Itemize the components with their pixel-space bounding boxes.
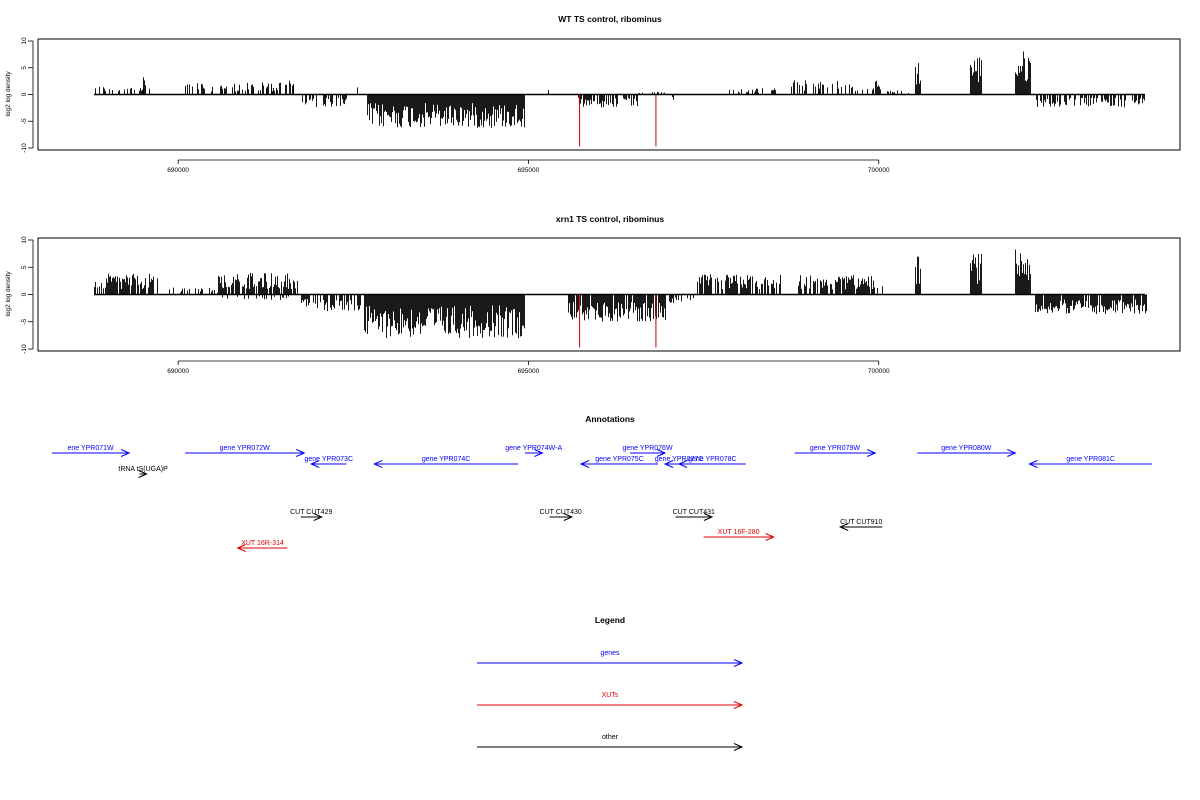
- other-arrow-head: [313, 513, 323, 521]
- xrn1-panel-title: xrn1 TS control, ribominus: [556, 214, 664, 224]
- gene-arrow-head: [677, 460, 688, 468]
- xut-label: XUT 16F-280: [718, 529, 760, 536]
- gene-label: gene YPR072W: [220, 445, 270, 452]
- y-tick-label: -5: [21, 118, 28, 124]
- legend-label: other: [602, 734, 619, 741]
- gene-arrow-head: [534, 449, 544, 457]
- legend-arrow-head: [733, 701, 744, 709]
- y-tick-label: -10: [21, 344, 28, 354]
- legend-label: genes: [600, 650, 620, 657]
- gene-label: gene YPR077C: [655, 456, 704, 463]
- gene-arrow-head: [579, 460, 590, 468]
- y-tick-label: 5: [21, 66, 28, 70]
- xut-arrow-head: [765, 533, 775, 541]
- annotations-panel: Annotations ene YPR071W gene YPR072W gene …: [52, 414, 1152, 552]
- other-label: CUT CUT429: [290, 509, 332, 516]
- plot-frame: [37, 38, 1181, 151]
- plot-frame: [37, 237, 1181, 352]
- y-tick-label: -5: [21, 318, 28, 324]
- xut-arrow-head: [236, 544, 246, 552]
- gene-arrow-head: [1007, 449, 1017, 457]
- y-tick-label: 0: [21, 292, 28, 296]
- gene-arrow-head: [309, 460, 320, 468]
- y-tick-label: 10: [21, 37, 28, 45]
- y-tick-label: 5: [21, 265, 28, 269]
- xrn1-y-axis-label: log2 log density: [5, 271, 12, 317]
- other-arrow-head: [703, 513, 714, 521]
- gene-arrow-head: [296, 449, 306, 457]
- gene-label: gene YPR081C: [1066, 456, 1115, 463]
- x-tick-label: 700000: [868, 167, 890, 174]
- annotations-title: Annotations: [585, 414, 635, 424]
- wt-y-axis-label: log2 log density: [5, 71, 12, 117]
- gene-arrow-head: [120, 449, 131, 457]
- y-tick-label: -10: [21, 143, 28, 153]
- gene-label: gene YPR073C: [304, 456, 353, 463]
- gene-arrow-head: [656, 449, 667, 457]
- legend-arrow-head: [733, 659, 744, 667]
- legend-arrow-head: [733, 743, 744, 751]
- x-tick-label: 695000: [518, 167, 540, 174]
- xrn1-coverage-panel: xrn1 TS control, ribominus log2 log dens…: [5, 214, 1181, 375]
- x-tick-label: 695000: [518, 368, 540, 375]
- other-label: CUT CUT431: [673, 509, 715, 516]
- y-tick-label: 10: [21, 236, 28, 244]
- other-label: tRNA tS(UGA)P: [118, 466, 168, 473]
- other-arrow-head: [138, 470, 148, 478]
- gene-label: ene YPR071W: [67, 445, 114, 452]
- gene-arrow-head: [1028, 460, 1038, 468]
- gene-label: gene YPR080W: [941, 445, 991, 452]
- xut-label: XUT 16R-314: [241, 540, 284, 547]
- gene-arrow-head: [663, 460, 674, 468]
- y-tick-label: 0: [21, 92, 28, 96]
- other-arrow-head: [838, 523, 849, 531]
- other-arrow-head: [563, 513, 574, 521]
- legend-title: Legend: [595, 615, 625, 625]
- wt-panel-title: WT TS control, ribominus: [558, 14, 662, 24]
- gene-label: gene YPR074C: [422, 456, 471, 463]
- other-label: CUT CUT910: [840, 519, 882, 526]
- other-label: CUT CUT430: [540, 509, 582, 516]
- gene-arrow-head: [373, 460, 383, 468]
- legend-panel: Legend genes XUTs other: [477, 615, 744, 751]
- x-tick-label: 690000: [167, 368, 189, 375]
- gene-label: gene YPR074W-A: [505, 445, 562, 452]
- x-tick-label: 690000: [167, 167, 189, 174]
- wt-coverage-panel: WT TS control, ribominus log2 log densit…: [5, 14, 1181, 174]
- x-tick-label: 700000: [868, 368, 890, 375]
- gene-label: gene YPR079W: [810, 445, 860, 452]
- legend-label: XUTs: [602, 692, 619, 699]
- gene-label: gene YPR078C: [688, 456, 737, 463]
- gene-arrow-head: [867, 449, 877, 457]
- gene-label: gene YPR076W: [622, 445, 672, 452]
- gene-label: gene YPR075C: [595, 456, 644, 463]
